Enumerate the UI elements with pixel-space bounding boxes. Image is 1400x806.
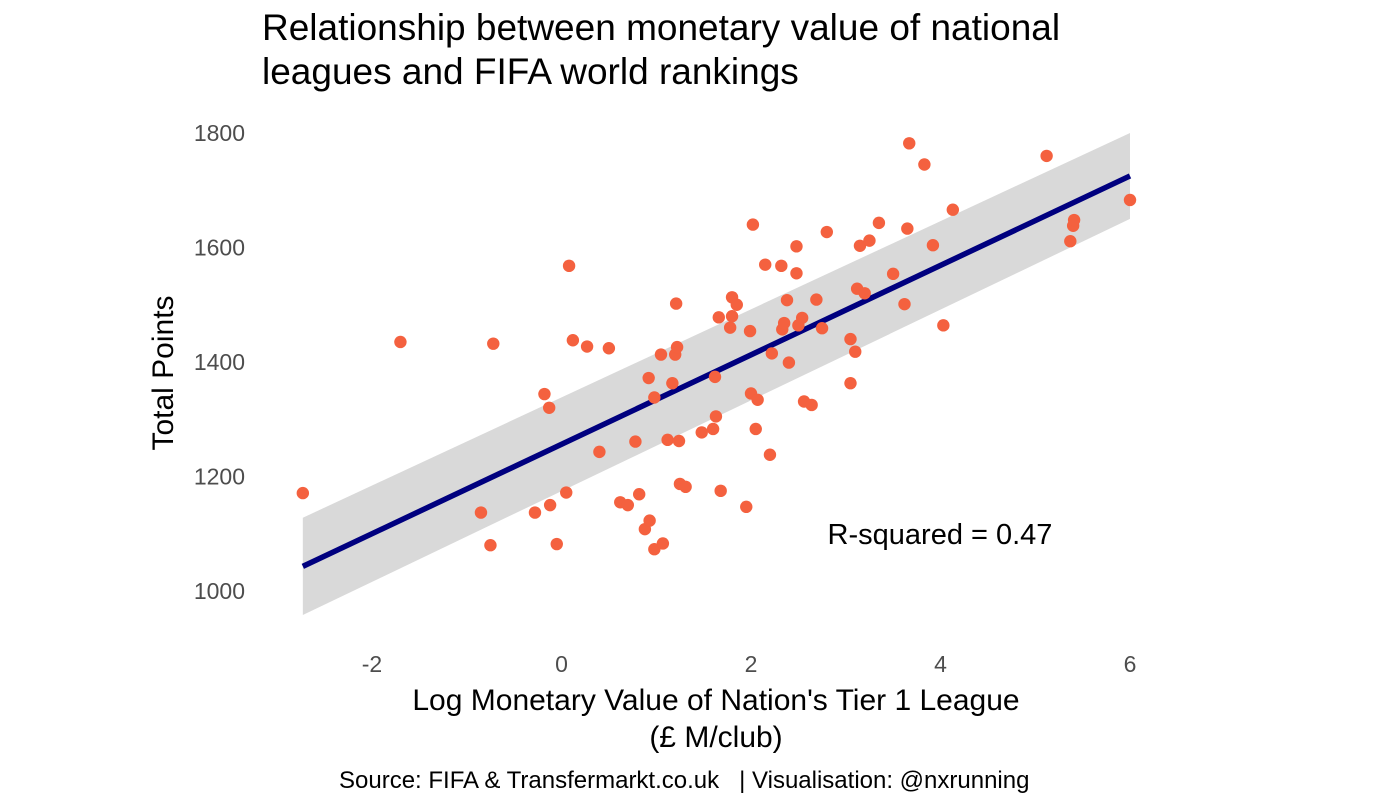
data-point [670, 340, 684, 354]
data-point [580, 340, 594, 353]
data-point [602, 342, 616, 355]
data-point [746, 218, 760, 231]
data-point [844, 332, 857, 346]
data-point [669, 297, 683, 310]
data-point [712, 311, 725, 324]
data-point [725, 310, 739, 323]
data-point [394, 335, 407, 349]
data-point [901, 222, 914, 235]
data-point [903, 137, 916, 150]
data-point [1064, 235, 1077, 248]
data-point [815, 322, 829, 335]
data-point [844, 376, 857, 390]
data-point [805, 398, 818, 412]
data-point [709, 410, 723, 423]
data-point [1040, 149, 1053, 163]
data-point [538, 387, 551, 401]
data-point [632, 488, 646, 501]
data-point [642, 371, 655, 385]
data-point [780, 293, 794, 307]
data-point [474, 506, 488, 519]
data-points-layer [296, 137, 1137, 556]
data-point [695, 426, 708, 439]
data-point [853, 239, 867, 252]
data-point [918, 158, 931, 171]
data-point [782, 356, 796, 369]
data-point [666, 376, 679, 390]
data-point [679, 480, 692, 494]
data-point [759, 258, 772, 271]
x-tick-label: 4 [934, 651, 947, 677]
data-point [1067, 213, 1081, 227]
data-point [749, 422, 762, 436]
data-point [593, 445, 606, 459]
chart-title-line-2: leagues and FIFA world rankings [262, 51, 799, 92]
data-point [790, 267, 803, 280]
x-axis-title: Log Monetary Value of Nation's Tier 1 Le… [412, 684, 1019, 717]
data-point [926, 239, 940, 252]
data-point [1123, 193, 1137, 207]
data-point [706, 422, 720, 436]
data-point [656, 537, 670, 550]
data-point [863, 234, 876, 247]
x-tick-label: 2 [745, 651, 758, 677]
data-point [487, 337, 500, 350]
data-point [714, 484, 727, 498]
data-point [790, 240, 803, 253]
data-point [946, 203, 960, 216]
data-point [296, 486, 310, 500]
x-axis-title-unit: (£ M/club) [649, 721, 782, 754]
y-tick-label: 1000 [194, 578, 245, 604]
data-point [562, 259, 576, 273]
data-point [810, 293, 823, 306]
data-point [777, 316, 791, 330]
data-point [542, 401, 556, 414]
chart-caption: Source: FIFA & Transfermarkt.co.uk | Vis… [339, 767, 1029, 794]
data-point [661, 433, 674, 447]
data-point [898, 297, 911, 311]
data-point [763, 448, 777, 461]
x-tick-label: 6 [1124, 651, 1137, 677]
data-point [484, 539, 497, 552]
data-point [566, 334, 580, 347]
data-point [751, 393, 764, 406]
y-tick-label: 1400 [194, 349, 245, 375]
data-point [775, 259, 788, 273]
data-point [886, 267, 900, 281]
data-point [643, 514, 656, 527]
r-squared-annotation: R-squared = 0.47 [828, 519, 1053, 551]
data-point [654, 348, 668, 361]
data-point [937, 319, 950, 332]
y-axis-title: Total Points [147, 295, 180, 450]
chart-title: Relationship between monetary value of n… [262, 6, 1262, 94]
y-tick-label: 1800 [194, 120, 245, 146]
data-point [795, 311, 809, 325]
data-point [672, 434, 686, 448]
data-point [743, 324, 757, 338]
x-axis-ticks: -2 0 2 4 6 [362, 651, 1137, 677]
data-point [858, 287, 871, 300]
data-point [629, 435, 642, 448]
data-point [765, 347, 779, 360]
data-point [560, 486, 573, 499]
data-point [730, 298, 743, 311]
y-axis-ticks: 1000 1200 1400 1600 1800 [194, 120, 245, 604]
data-point [528, 506, 542, 519]
chart-title-line-1: Relationship between monetary value of n… [262, 7, 1061, 48]
data-point [648, 391, 661, 404]
data-point [621, 498, 635, 512]
x-tick-label: 0 [555, 651, 568, 677]
data-point [849, 345, 862, 358]
data-point [740, 500, 753, 514]
data-point [708, 370, 722, 384]
x-tick-label: -2 [362, 651, 382, 677]
data-point [543, 498, 557, 512]
data-point [820, 225, 833, 239]
y-tick-label: 1200 [194, 464, 245, 490]
data-point [872, 216, 886, 230]
data-point [550, 537, 563, 551]
data-point [723, 321, 737, 334]
y-tick-label: 1600 [194, 235, 245, 261]
